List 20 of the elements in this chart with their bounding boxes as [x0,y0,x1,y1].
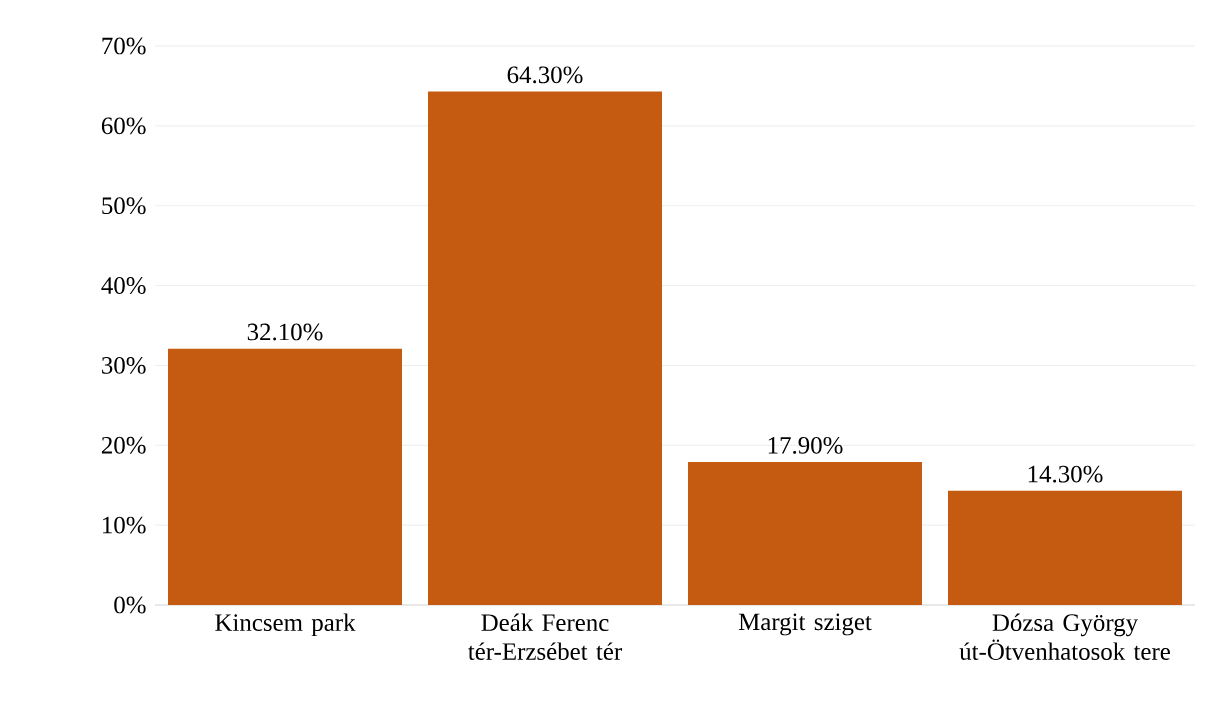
y-tick-label: 60% [101,117,146,135]
x-tick-label: Margit sziget [738,613,872,636]
y-tick-label: 70% [102,37,146,55]
x-tick-label: Deák Ferenc tér-Erzsébet tér [468,613,622,660]
data-label: 14.30% [1028,465,1103,483]
y-tick-label: 50% [102,197,146,215]
bar [168,348,402,605]
x-tick-label: Dózsa György út-Ötvenhatosok tere [959,613,1170,660]
data-label: 32.10% [247,323,323,341]
bar [428,91,662,605]
y-tick-label: 30% [102,356,146,374]
y-tick-label: 10% [103,516,146,534]
y-tick-label: 40% [101,277,146,295]
data-label: 64.30% [507,66,583,84]
y-tick-label: 0% [114,596,146,614]
bar [688,462,922,605]
bar [948,490,1182,605]
data-label: 17.90% [768,436,843,454]
x-tick-label: Kincsem park [215,613,356,637]
y-tick-label: 20% [101,436,146,454]
